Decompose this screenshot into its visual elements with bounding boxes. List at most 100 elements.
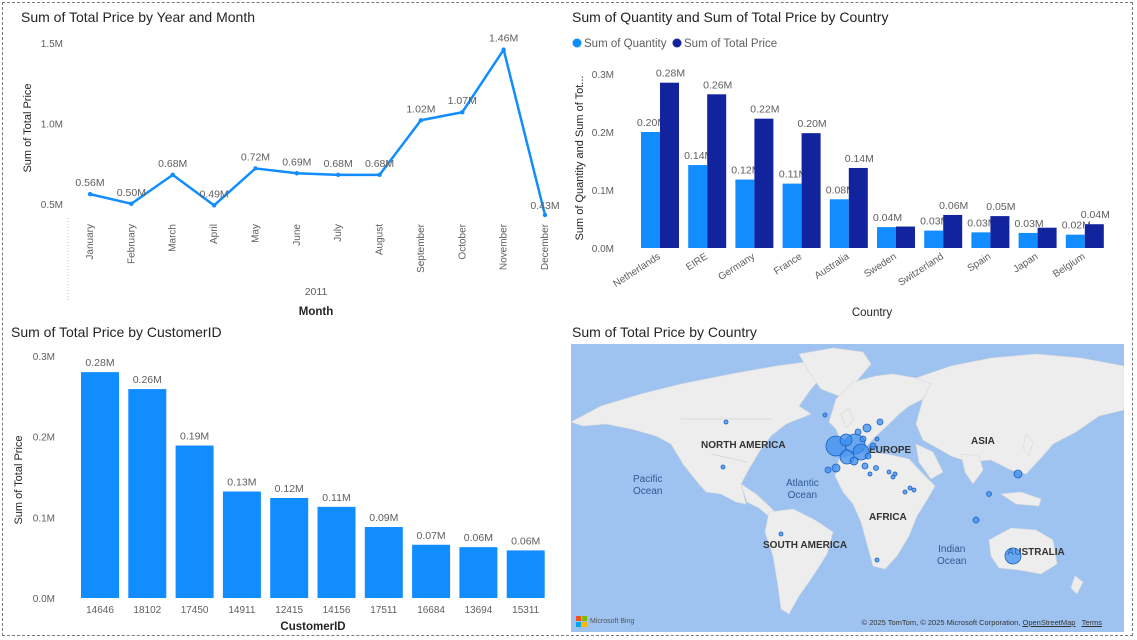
data-label: 0.28M: [85, 357, 114, 369]
map-attribution: © 2025 TomTom, © 2025 Microsoft Corporat…: [861, 618, 1103, 627]
bubble-norway[interactable]: [854, 428, 862, 436]
data-label: 1.46M: [489, 33, 518, 45]
bubble-austria[interactable]: [864, 452, 872, 460]
series-line[interactable]: [89, 48, 547, 216]
data-point[interactable]: [129, 201, 134, 206]
microsoft-logo-icon: [576, 616, 587, 627]
bubble-poland[interactable]: [869, 442, 877, 450]
bubble-malta[interactable]: [867, 471, 873, 477]
bubble-usa[interactable]: [720, 464, 726, 470]
data-point[interactable]: [87, 191, 93, 197]
bing-logo: Microsoft Bing: [576, 616, 634, 627]
bubble-saudi[interactable]: [902, 489, 908, 495]
y-tick-label: 0.2M: [33, 433, 55, 444]
bar[interactable]: [128, 389, 167, 598]
bubble-greece[interactable]: [873, 465, 879, 471]
bubble-spain[interactable]: [831, 463, 841, 473]
bubble-brazil[interactable]: [778, 531, 784, 537]
label-africa: AFRICA: [869, 512, 907, 523]
map-title: Sum of Total Price by Country: [572, 324, 757, 340]
data-point[interactable]: [377, 172, 382, 178]
bubble-cyprus[interactable]: [886, 469, 892, 475]
bubble-portugal[interactable]: [824, 466, 832, 474]
bubble-italy[interactable]: [861, 462, 869, 470]
bar[interactable]: [270, 497, 309, 598]
data-point[interactable]: [542, 212, 548, 218]
map-bubbles: [720, 412, 1023, 565]
data-label: 0.68M: [324, 158, 353, 170]
y-axis-title: Sum of Total Price: [22, 83, 34, 172]
x-tick-label: December: [540, 223, 551, 270]
bubble-hong-kong[interactable]: [986, 491, 992, 497]
y-tick-label: 0.3M: [33, 352, 55, 363]
data-point[interactable]: [460, 110, 465, 115]
x-tick-label: 16684: [417, 605, 445, 616]
bubble-uk[interactable]: [839, 433, 853, 447]
x-tick-label: May: [250, 224, 261, 243]
bar[interactable]: [459, 547, 498, 598]
x-tick-label: April: [209, 224, 220, 244]
line-chart-visual[interactable]: Sum of Total Price by Year and Month 0.5…: [0, 0, 565, 322]
data-label: 1.07M: [448, 95, 477, 107]
bubble-finland[interactable]: [876, 418, 884, 426]
data-point[interactable]: [170, 172, 175, 178]
data-point[interactable]: [294, 171, 300, 176]
bar[interactable]: [81, 372, 119, 598]
x-tick-label: 14646: [86, 605, 114, 616]
data-point[interactable]: [335, 172, 341, 178]
x-tick-label: August: [375, 224, 386, 255]
data-point[interactable]: [253, 166, 258, 171]
x-tick-label: 17450: [181, 605, 209, 616]
bubble-sweden[interactable]: [862, 423, 872, 433]
data-label: 0.06M: [464, 532, 493, 544]
data-label: 1.02M: [406, 103, 435, 115]
data-label: 0.07M: [417, 530, 446, 542]
data-label: 0.09M: [369, 512, 398, 524]
data-label: 0.26M: [133, 374, 162, 386]
bubble-singapore[interactable]: [972, 516, 980, 524]
bubble-japan[interactable]: [1013, 469, 1023, 479]
year-label: 2011: [305, 286, 328, 298]
bubble-iceland[interactable]: [822, 412, 828, 418]
y-tick-label: 1.0M: [41, 119, 63, 130]
x-tick-label: January: [85, 224, 96, 260]
x-tick-label: 15311: [512, 605, 540, 616]
data-label: 0.68M: [365, 158, 394, 170]
bubble-lithuania[interactable]: [874, 436, 880, 442]
x-tick-label: October: [457, 223, 468, 259]
x-tick-label: November: [499, 223, 510, 270]
bubble-switzerland[interactable]: [849, 456, 859, 466]
bubble-australia[interactable]: [1004, 547, 1022, 565]
data-point[interactable]: [501, 47, 506, 52]
terms-link[interactable]: Terms: [1081, 618, 1102, 627]
bar[interactable]: [317, 506, 356, 598]
bar[interactable]: [364, 527, 403, 598]
x-tick-label: 12415: [275, 605, 303, 616]
bar[interactable]: [506, 550, 545, 598]
bubble-lebanon[interactable]: [892, 471, 898, 477]
filled-map[interactable]: NORTH AMERICA EUROPE ASIA AFRICA SOUTH A…: [571, 344, 1124, 632]
customer-bar-chart-visual[interactable]: Sum of Total Price by CustomerID 0.0M 0.1…: [0, 322, 565, 640]
bubble-denmark[interactable]: [859, 435, 867, 443]
bubble-canada[interactable]: [723, 419, 729, 425]
data-point[interactable]: [211, 203, 217, 208]
bar[interactable]: [412, 544, 451, 598]
x-tick-label: 14156: [323, 605, 351, 616]
y-tick-label: 0.0M: [33, 594, 55, 605]
bar[interactable]: [222, 491, 261, 598]
line-chart: 0.5M 1.0M 1.5M Sum of Total Price 0.56M 0.50M…: [22, 33, 560, 318]
bar[interactable]: [175, 445, 214, 598]
osm-link[interactable]: OpenStreetMap: [1022, 618, 1076, 627]
bubble-bahrain[interactable]: [907, 485, 913, 491]
x-tick-label: September: [416, 223, 427, 273]
bubble-rsa[interactable]: [874, 557, 880, 563]
label-north-america: NORTH AMERICA: [701, 440, 786, 451]
data-point[interactable]: [418, 118, 424, 123]
label-indian-ocean: Indian Ocean: [937, 544, 967, 567]
x-tick-label: June: [292, 224, 303, 246]
x-tick-label: 18102: [133, 605, 161, 616]
data-label: 0.13M: [227, 477, 256, 489]
data-label: 0.43M: [530, 200, 559, 212]
bubble-uae[interactable]: [911, 487, 917, 493]
